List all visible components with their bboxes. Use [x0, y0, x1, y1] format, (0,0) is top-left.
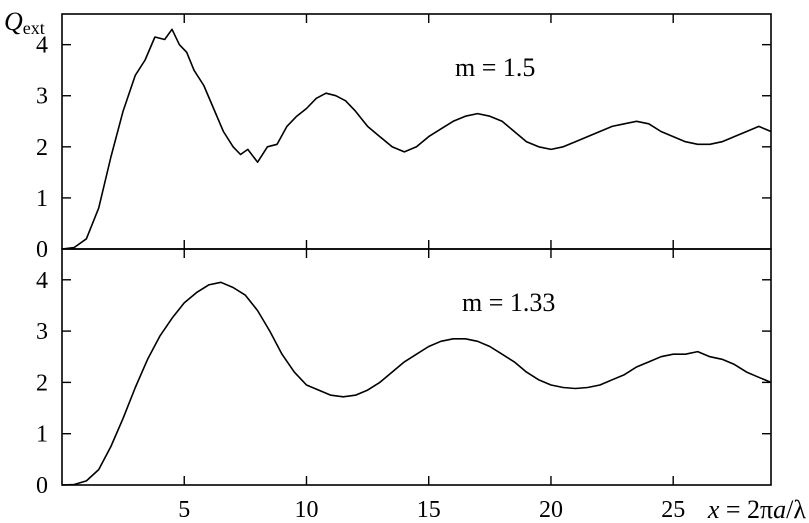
x-tick-label: 20: [539, 497, 563, 523]
y-tick-label: 3: [36, 84, 48, 110]
x-tick-label: 10: [294, 497, 318, 523]
x-axis-label: x = 2πa/λ: [707, 495, 807, 523]
series-line-panel-2: [61, 281, 772, 486]
series-line-panel-1: [61, 28, 772, 250]
y-tick-label: 0: [36, 473, 48, 499]
panel-2-frame: [61, 248, 772, 486]
y-tick-label: 4: [36, 33, 48, 59]
y-tick-label: 2: [36, 370, 48, 396]
x-tick-label: 15: [417, 497, 441, 523]
panel-1: 0 1 2 3 4 m = 1.5: [36, 13, 772, 263]
panel-1-frame: [61, 13, 772, 250]
y-tick-label: 4: [36, 268, 48, 294]
y-tick-label: 1: [36, 422, 48, 448]
y-tick-label: 0: [36, 237, 48, 263]
panel-1-annotation: m = 1.5: [455, 53, 535, 82]
x-ticks: 5 10 15 20 25: [178, 497, 685, 523]
y-tick-label: 2: [36, 135, 48, 161]
x-tick-label: 5: [178, 497, 190, 523]
panel-2: 0 1 2 3 4 m = 1.33: [36, 248, 772, 499]
y-axis-label: Qext: [4, 7, 45, 38]
panels: 0 1 2 3 4 m = 1.5 0 1 2 3 4 m = 1.33: [36, 13, 772, 499]
y-tick-label: 1: [36, 186, 48, 212]
panel-2-annotation: m = 1.33: [462, 288, 555, 317]
y-tick-label: 3: [36, 319, 48, 345]
x-tick-label: 25: [661, 497, 685, 523]
